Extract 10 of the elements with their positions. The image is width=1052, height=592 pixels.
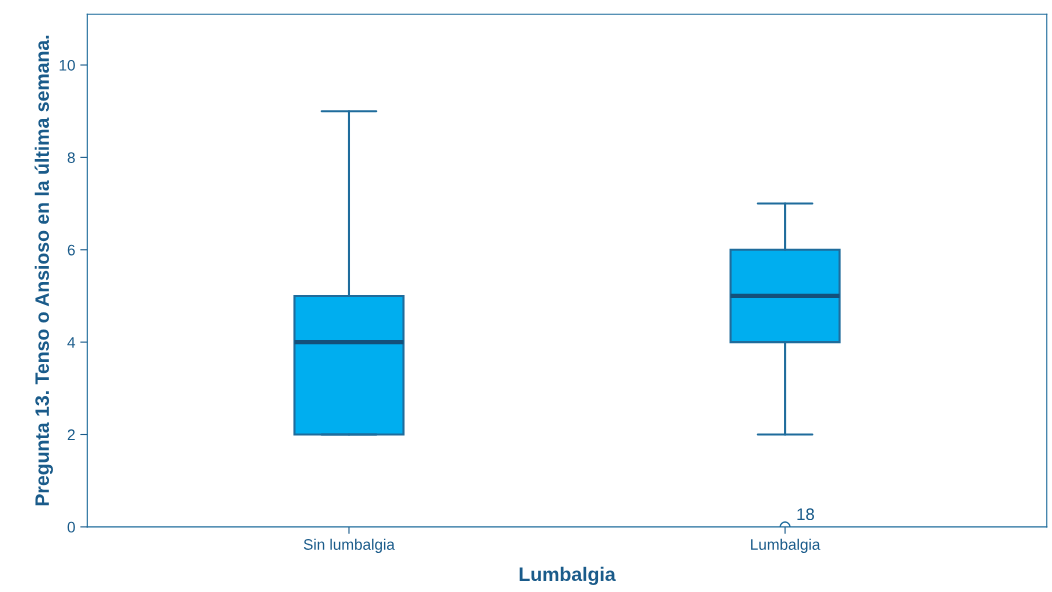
y-tick-label: 10 (59, 59, 75, 71)
y-tick-label: 4 (67, 337, 76, 348)
x-tick-label: Sin lumbalgia (303, 538, 395, 553)
y-tick-label: 6 (67, 244, 75, 256)
x-axis-title: Lumbalgia (519, 566, 616, 586)
y-axis-title: Pregunta 13. Tenso o Ansioso en la última semana. (34, 35, 53, 506)
y-tick-label: 0 (67, 521, 75, 533)
annotation: 18 (797, 508, 814, 521)
y-tick-label: 2 (67, 429, 75, 441)
y-tick-label: 8 (67, 152, 75, 164)
